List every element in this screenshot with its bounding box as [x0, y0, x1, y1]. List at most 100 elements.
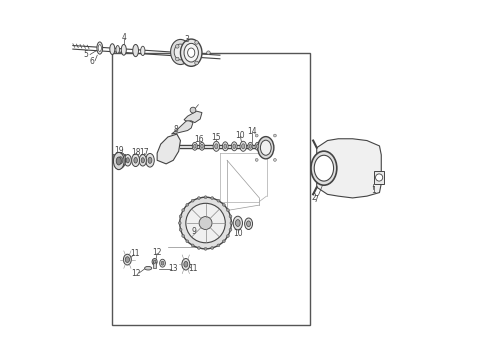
Ellipse shape: [245, 218, 252, 229]
Polygon shape: [184, 111, 202, 123]
Circle shape: [255, 158, 258, 161]
Text: 16: 16: [195, 135, 204, 144]
Circle shape: [195, 41, 198, 44]
Circle shape: [217, 199, 220, 202]
Circle shape: [230, 222, 233, 225]
Ellipse shape: [133, 44, 139, 57]
Text: 8: 8: [174, 125, 178, 134]
Circle shape: [273, 134, 276, 137]
Circle shape: [226, 234, 229, 237]
Circle shape: [199, 217, 212, 229]
Polygon shape: [157, 134, 180, 164]
Circle shape: [179, 215, 182, 218]
Ellipse shape: [152, 258, 157, 265]
Text: 1: 1: [371, 185, 376, 194]
Circle shape: [186, 240, 189, 243]
Text: 18: 18: [131, 148, 140, 157]
Ellipse shape: [246, 221, 250, 226]
Ellipse shape: [123, 254, 131, 265]
Circle shape: [195, 61, 198, 65]
Text: 4: 4: [122, 33, 126, 42]
Circle shape: [211, 247, 214, 249]
Circle shape: [211, 197, 214, 199]
Circle shape: [178, 222, 181, 225]
Ellipse shape: [192, 142, 197, 150]
Ellipse shape: [248, 142, 253, 150]
Ellipse shape: [224, 144, 227, 149]
Circle shape: [197, 247, 200, 249]
Text: 6: 6: [90, 57, 95, 66]
Ellipse shape: [116, 45, 120, 53]
Ellipse shape: [180, 39, 202, 66]
Ellipse shape: [194, 144, 196, 148]
Ellipse shape: [249, 144, 252, 148]
Text: 12: 12: [131, 269, 140, 278]
Ellipse shape: [141, 46, 145, 55]
Ellipse shape: [113, 152, 124, 170]
Circle shape: [226, 209, 229, 212]
Ellipse shape: [161, 261, 164, 265]
Text: 10: 10: [233, 229, 243, 238]
Text: 19: 19: [114, 146, 123, 155]
Ellipse shape: [255, 142, 260, 150]
Ellipse shape: [171, 40, 190, 64]
Ellipse shape: [134, 157, 137, 163]
Bar: [153, 262, 156, 268]
Ellipse shape: [174, 44, 187, 60]
Circle shape: [180, 197, 231, 249]
Ellipse shape: [233, 216, 243, 230]
Ellipse shape: [184, 261, 188, 267]
Circle shape: [182, 234, 185, 237]
Bar: [374, 171, 384, 184]
Ellipse shape: [153, 260, 156, 264]
Text: 10: 10: [236, 131, 245, 140]
Circle shape: [217, 244, 220, 247]
Ellipse shape: [148, 157, 152, 163]
Circle shape: [222, 240, 225, 243]
Circle shape: [229, 228, 232, 231]
Circle shape: [186, 203, 225, 243]
Circle shape: [222, 203, 225, 206]
Text: 7: 7: [313, 194, 318, 203]
Circle shape: [255, 134, 258, 137]
Ellipse shape: [236, 220, 240, 226]
Circle shape: [229, 215, 232, 218]
Circle shape: [375, 174, 383, 181]
Ellipse shape: [160, 259, 166, 267]
Ellipse shape: [231, 142, 237, 151]
Circle shape: [186, 203, 189, 206]
Circle shape: [179, 228, 182, 231]
Ellipse shape: [222, 142, 228, 151]
Ellipse shape: [256, 144, 259, 148]
Circle shape: [204, 196, 207, 199]
Ellipse shape: [213, 141, 220, 151]
Ellipse shape: [116, 152, 125, 168]
Circle shape: [197, 197, 200, 199]
Ellipse shape: [311, 151, 337, 185]
Text: 14: 14: [247, 127, 257, 136]
Ellipse shape: [240, 141, 246, 151]
Ellipse shape: [126, 158, 129, 163]
Ellipse shape: [233, 144, 236, 149]
Ellipse shape: [141, 158, 145, 163]
Text: 13: 13: [169, 265, 178, 274]
Text: 5: 5: [83, 50, 88, 59]
Text: 2: 2: [312, 193, 316, 202]
Circle shape: [175, 45, 179, 48]
Ellipse shape: [242, 144, 245, 149]
Circle shape: [191, 244, 194, 247]
Text: 11: 11: [189, 265, 198, 274]
Ellipse shape: [145, 266, 152, 270]
Text: 9: 9: [192, 227, 196, 236]
Polygon shape: [172, 120, 193, 134]
Circle shape: [207, 51, 210, 54]
Ellipse shape: [132, 154, 140, 167]
Ellipse shape: [215, 144, 218, 149]
Ellipse shape: [314, 155, 334, 181]
Ellipse shape: [182, 258, 190, 270]
Bar: [112, 53, 310, 325]
Circle shape: [182, 209, 185, 212]
Text: 15: 15: [212, 133, 221, 142]
Text: 3: 3: [184, 35, 189, 44]
Polygon shape: [317, 139, 381, 198]
